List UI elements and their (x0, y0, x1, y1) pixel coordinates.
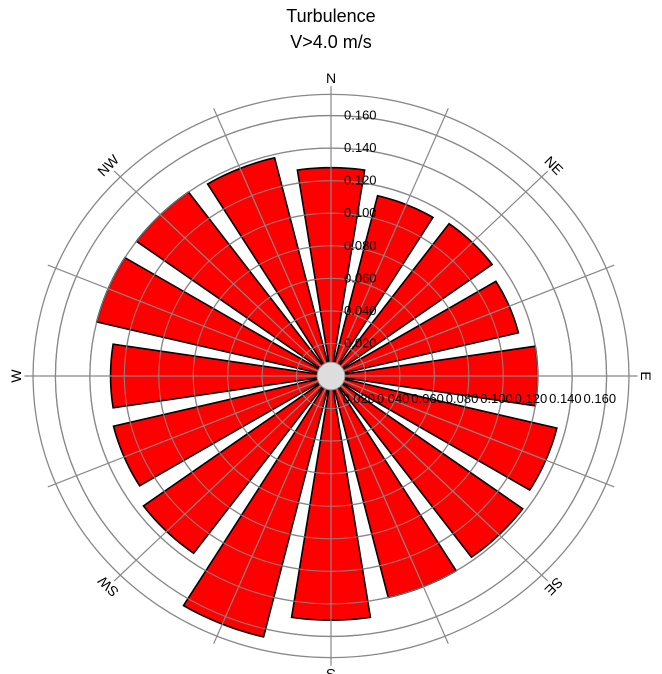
grid-spoke (330, 170, 549, 377)
radial-tick-label-e: 0.160 (584, 391, 617, 406)
radial-tick-label-e: 0.140 (549, 391, 582, 406)
radial-tick-label-n: 0.020 (344, 335, 377, 350)
compass-label-s: S (326, 666, 335, 674)
radial-tick-label-n: 0.060 (344, 270, 377, 285)
compass-label-e: E (638, 371, 654, 380)
radial-tick-label-n: 0.080 (344, 238, 377, 253)
compass-label-w: W (8, 369, 24, 383)
radial-tick-label-n: 0.040 (344, 303, 377, 318)
radial-tick-label-e: 0.040 (377, 391, 410, 406)
radial-tick-label-e: 0.080 (446, 391, 479, 406)
radial-tick-label-n: 0.100 (344, 205, 377, 220)
chart-title: Turbulence (286, 6, 376, 26)
radial-spokes (24, 86, 638, 666)
compass-label-sw: SW (94, 572, 122, 600)
center-hub (316, 361, 346, 391)
grid-spoke (330, 108, 449, 377)
grid-spoke (330, 375, 449, 644)
grid-spoke (213, 375, 332, 644)
grid-spoke (113, 170, 332, 377)
grid-spoke (330, 375, 549, 582)
radial-tick-label-n: 0.120 (344, 173, 377, 188)
grid-spoke (47, 264, 332, 377)
grid-spoke (47, 375, 332, 488)
grid-spoke (213, 108, 332, 377)
radial-tick-label-e: 0.020 (342, 391, 375, 406)
grid-spoke (330, 264, 615, 377)
compass-label-n: N (326, 70, 336, 86)
radial-tick-label-e: 0.120 (515, 391, 548, 406)
chart-subtitle: V>4.0 m/s (290, 32, 372, 52)
radial-tick-label-n: 0.140 (344, 140, 377, 155)
radial-tick-label-e: 0.060 (411, 391, 444, 406)
grid-spoke (330, 375, 615, 488)
radial-tick-label-n: 0.160 (344, 108, 377, 123)
radial-tick-label-e: 0.100 (480, 391, 513, 406)
grid-spoke (113, 375, 332, 582)
